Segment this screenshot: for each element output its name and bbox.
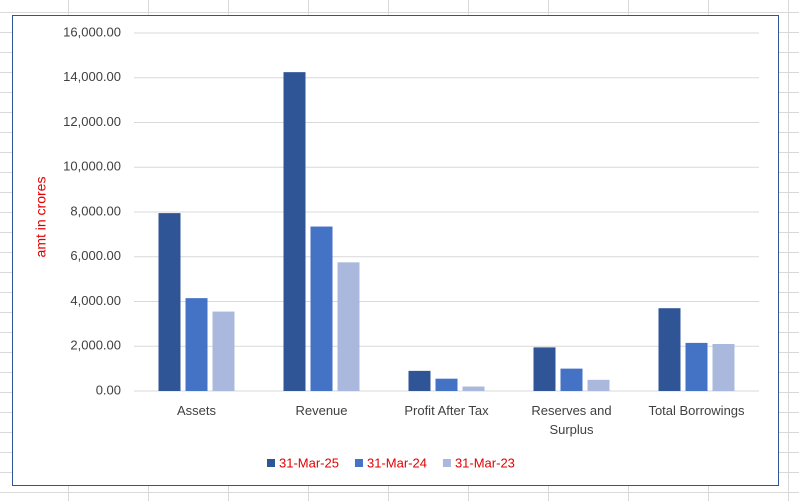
x-tick-label: Profit After Tax: [404, 403, 489, 418]
bar: [283, 72, 306, 391]
y-tick-label: 4,000.00: [70, 293, 121, 308]
bar: [712, 344, 735, 391]
legend-swatch: [442, 459, 451, 467]
y-tick-label: 0.00: [96, 382, 121, 397]
x-tick-label: Assets: [176, 403, 216, 418]
bar: [310, 226, 333, 391]
legend-label: 31-Mar-25: [279, 455, 339, 470]
y-tick-label: 8,000.00: [70, 203, 121, 218]
legend-swatch: [354, 459, 363, 467]
chart-area: [12, 15, 779, 486]
legend-label: 31-Mar-23: [455, 455, 515, 470]
bar: [435, 378, 458, 391]
y-tick-label: 2,000.00: [70, 338, 121, 353]
legend-swatch: [267, 459, 275, 467]
bar: [658, 308, 681, 391]
bar: [462, 386, 485, 391]
y-tick-label: 16,000.00: [63, 24, 121, 39]
x-tick-label: Revenue: [295, 403, 348, 418]
legend-label: 31-Mar-24: [367, 455, 427, 470]
bar: [533, 347, 556, 391]
y-tick-label: 14,000.00: [63, 69, 121, 84]
bar: [158, 213, 181, 391]
bar: [185, 298, 208, 391]
bar: [685, 342, 708, 391]
bar: [337, 262, 360, 391]
bar: [212, 311, 235, 391]
y-tick-label: 12,000.00: [63, 114, 121, 129]
y-tick-label: 6,000.00: [70, 248, 121, 263]
y-axis-title: amt in crores: [33, 177, 49, 258]
bar: [408, 370, 431, 391]
x-tick-label: Total Borrowings: [648, 403, 745, 418]
bar: [587, 379, 610, 391]
y-tick-label: 10,000.00: [63, 159, 121, 174]
bar: [560, 368, 583, 391]
x-tick-label: Reserves and Surplus: [531, 403, 612, 437]
